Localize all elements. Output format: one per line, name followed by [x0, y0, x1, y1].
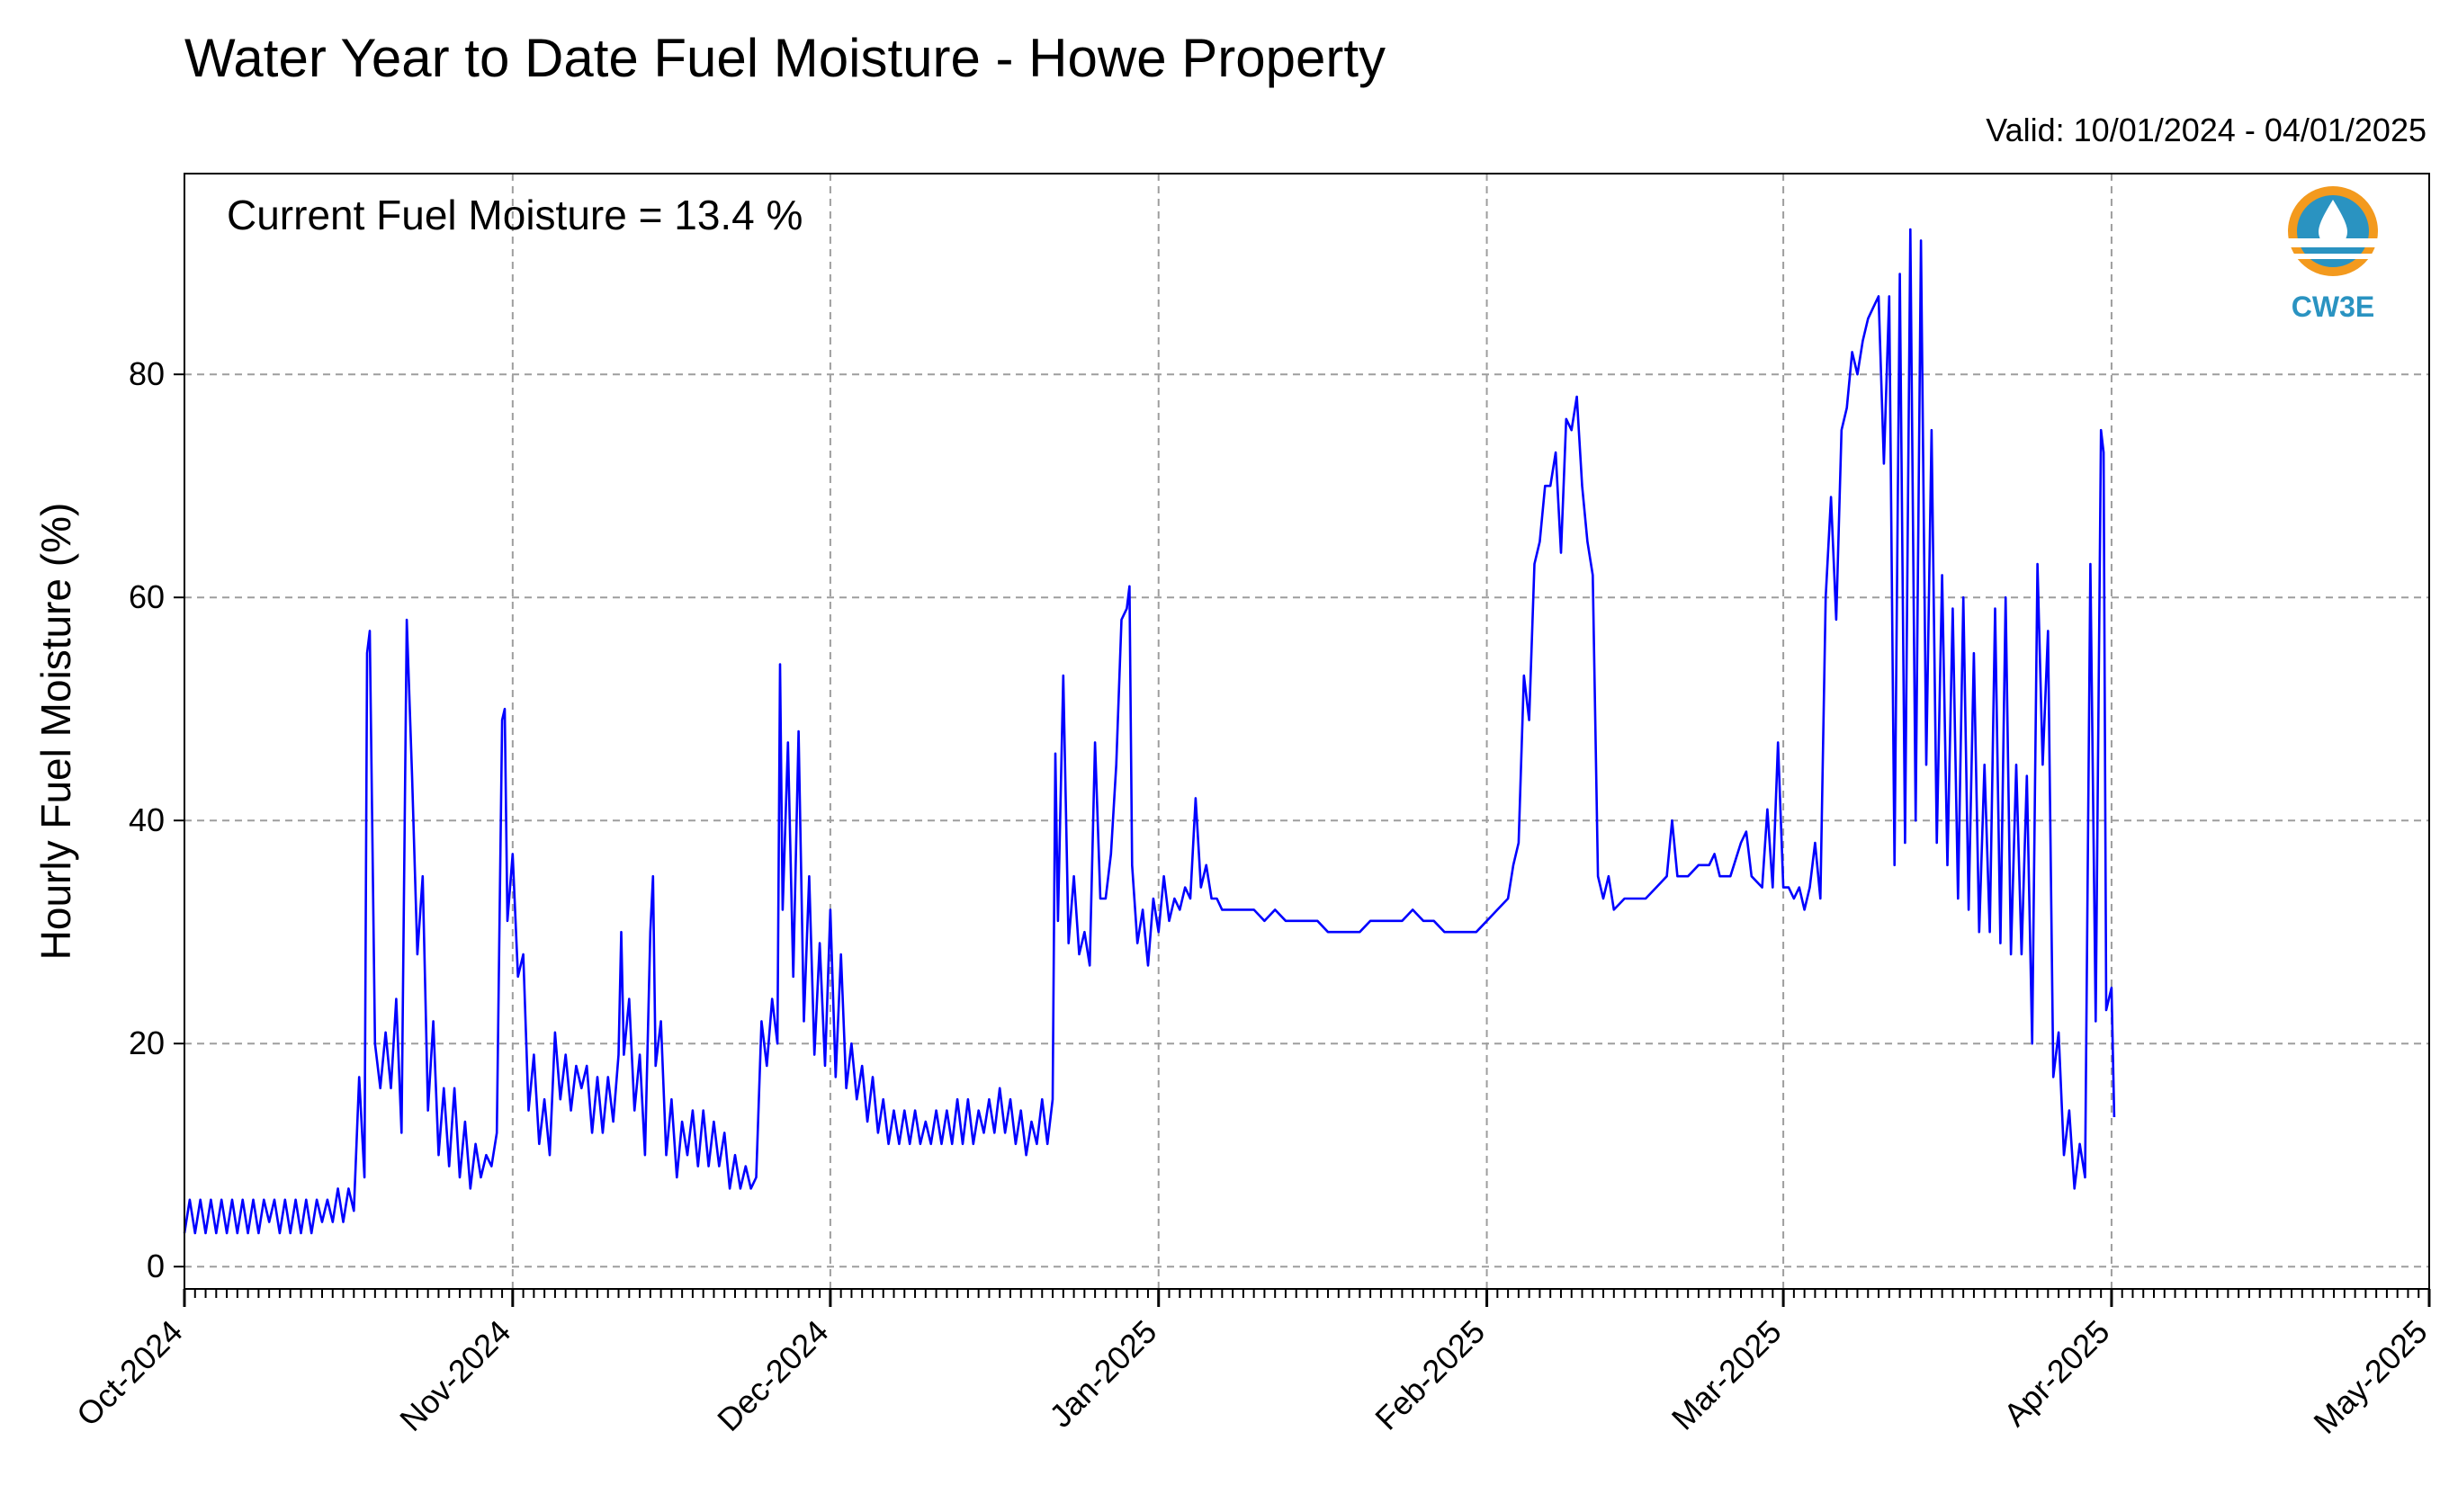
- x-tick-label: Jan-2025: [1042, 1313, 1163, 1435]
- logo-text: CW3E: [2292, 291, 2374, 323]
- grid-lines: [184, 174, 2429, 1289]
- water-drop-icon: [2319, 200, 2347, 246]
- x-tick-label: Nov-2024: [392, 1313, 517, 1438]
- logo-wave-gap-2: [2288, 254, 2378, 259]
- y-axis-label: Hourly Fuel Moisture (%): [32, 503, 79, 961]
- current-fuel-moisture-annotation: Current Fuel Moisture = 13.4 %: [227, 192, 803, 238]
- cw3e-logo: CW3E: [2288, 186, 2378, 323]
- x-tick-label: Oct-2024: [69, 1313, 190, 1434]
- y-tick-label: 60: [129, 578, 165, 615]
- y-tick-label: 40: [129, 801, 165, 838]
- y-tick-label: 0: [147, 1248, 165, 1284]
- x-tick-label: Mar-2025: [1664, 1313, 1789, 1437]
- chart-title: Water Year to Date Fuel Moisture - Howe …: [184, 28, 1386, 88]
- x-tick-label: Apr-2025: [1996, 1313, 2117, 1434]
- valid-date-range: Valid: 10/01/2024 - 04/01/2025: [1986, 112, 2427, 148]
- series-layer: [183, 228, 2116, 1235]
- x-tick-label: Dec-2024: [710, 1313, 835, 1438]
- x-tick-label: May-2025: [2306, 1313, 2434, 1441]
- fuel-moisture-line: [183, 228, 2116, 1235]
- x-tick-label: Feb-2025: [1368, 1313, 1492, 1437]
- y-tick-label: 20: [129, 1024, 165, 1061]
- y-tick-label: 80: [129, 355, 165, 392]
